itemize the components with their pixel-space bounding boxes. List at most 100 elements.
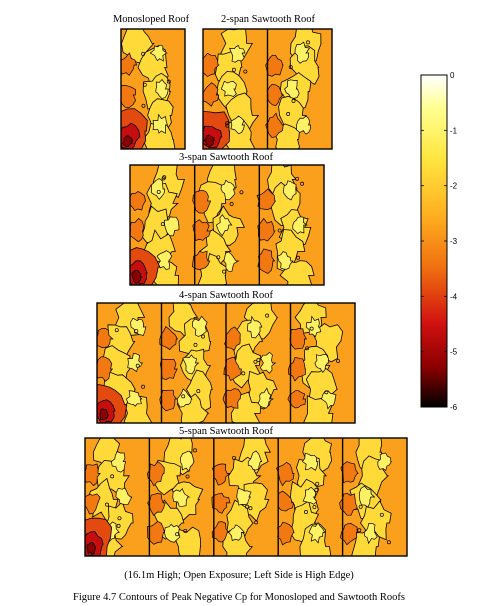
contour-peak-region: [86, 541, 97, 555]
contour-region: [223, 356, 242, 382]
contour-spot: [105, 502, 109, 507]
contour-region: [220, 80, 237, 97]
contour-spot: [336, 359, 341, 363]
contour-spot: [193, 448, 197, 453]
panel-title-4-span: 4-span Sawtooth Roof: [179, 290, 273, 301]
contour-panel-5-span: [84, 437, 408, 557]
contour-spot: [300, 181, 305, 186]
panel-title-5-span: 5-span Sawtooth Roof: [179, 426, 273, 437]
contour-region: [121, 52, 138, 76]
contour-spot: [265, 313, 270, 318]
contour-spot: [222, 269, 227, 274]
contour-spot: [134, 329, 139, 333]
colorbar-tick-label: -4: [450, 292, 458, 301]
colorbar-tick-label: -1: [450, 126, 458, 135]
contour-region: [97, 356, 113, 382]
contour-spot: [225, 121, 230, 126]
contour-spot: [110, 474, 115, 479]
contour-region: [191, 315, 208, 337]
contour-spot: [166, 79, 171, 84]
contour-region: [115, 487, 133, 506]
contour-spot: [254, 520, 259, 525]
contour-spot: [312, 505, 317, 510]
contour-spot: [315, 481, 320, 486]
contour-spot: [305, 346, 310, 351]
panel-frame: [129, 164, 325, 286]
contour-region: [85, 463, 101, 487]
contour-spot: [357, 528, 362, 533]
contour-spot: [232, 455, 236, 460]
contour-spot: [256, 358, 261, 363]
contour-region: [230, 115, 245, 135]
colorbar-tick-label: -6: [450, 403, 458, 412]
contour-region: [228, 524, 246, 541]
contour-panel-4-span: [96, 302, 356, 424]
contour-region: [85, 493, 101, 515]
contour-panel-2-span: [202, 28, 333, 150]
contour-spot: [135, 363, 140, 368]
contour-spot: [116, 523, 121, 528]
contour-spot: [142, 82, 147, 87]
figure-caption: Figure 4.7 Contours of Peak Negative Cp …: [73, 592, 405, 603]
contour-region: [222, 528, 254, 556]
contour-spot: [309, 326, 314, 331]
contour-spot: [241, 371, 246, 376]
contour-region: [257, 387, 275, 409]
contour-region: [287, 390, 307, 409]
contour-region: [294, 41, 311, 64]
contour-spot: [117, 516, 122, 521]
contour-spot: [183, 528, 188, 533]
panel-title-2-span: 2-span Sawtooth Roof: [221, 14, 315, 25]
contour-panels: [84, 28, 408, 557]
contour-spot: [253, 359, 258, 364]
colorbar-tick-label: -5: [450, 348, 458, 357]
contour-spot: [201, 334, 205, 339]
contour-region: [179, 450, 195, 473]
contour-spot: [181, 394, 186, 399]
contour-spot: [243, 69, 248, 74]
contour-region: [203, 82, 220, 107]
panel-frame: [96, 302, 356, 424]
contour-peak-region: [122, 135, 134, 148]
contour-region: [314, 354, 329, 373]
contour-spot: [185, 474, 190, 479]
contour-spot: [324, 390, 329, 395]
contour-panel-3-span: [129, 164, 325, 286]
contour-region: [111, 451, 127, 473]
contour-region: [172, 488, 191, 507]
contour-region: [284, 79, 300, 99]
contour-region: [321, 390, 337, 410]
contour-peak-region: [99, 408, 109, 421]
contour-region: [308, 522, 326, 544]
contour-spot: [216, 255, 221, 260]
contour-region: [236, 487, 252, 506]
contour-region: [146, 520, 166, 545]
contour-region: [292, 216, 308, 235]
contour-region: [283, 180, 297, 201]
panel-title-3-span: 3-span Sawtooth Roof: [179, 152, 273, 163]
contour-spot: [314, 487, 319, 492]
contour-spot: [245, 504, 249, 509]
contour-region: [222, 388, 242, 409]
contour-region: [305, 315, 322, 338]
contour-region: [192, 250, 211, 271]
contour-region: [97, 327, 114, 348]
contour-region: [130, 317, 147, 336]
contour-spot: [306, 40, 310, 45]
contour-region: [152, 113, 168, 134]
contour-spot: [286, 112, 291, 116]
panel-frame: [84, 437, 408, 557]
colorbar-tick-label: -3: [450, 237, 458, 246]
contour-region: [192, 219, 211, 241]
contour-region: [176, 388, 193, 408]
contour-region: [288, 356, 306, 382]
contour-spot: [141, 103, 146, 108]
contour-region: [130, 190, 146, 212]
contour-spot: [277, 228, 282, 233]
contour-region: [220, 179, 236, 201]
contour-spot: [141, 384, 146, 389]
contour-region: [163, 216, 180, 237]
contour-region: [229, 44, 246, 63]
contour-region: [142, 120, 176, 149]
